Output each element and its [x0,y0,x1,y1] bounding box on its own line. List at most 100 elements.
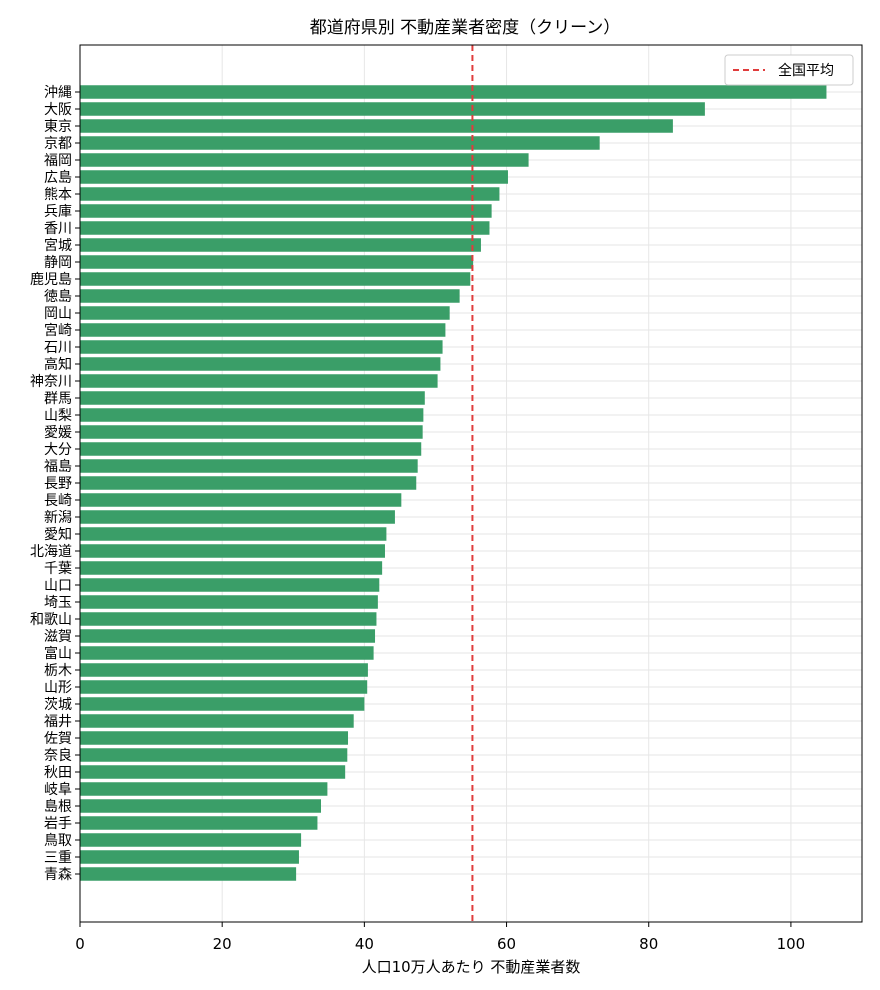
category-label: 和歌山 [30,612,72,628]
bar [80,833,302,847]
bar [80,799,321,813]
bar [80,850,299,864]
legend: 全国平均 [724,54,854,86]
x-tick-label: 20 [213,935,232,953]
bar [80,714,354,728]
bar [80,238,481,252]
bar [80,306,450,320]
category-label: 熊本 [44,187,72,203]
bar [80,255,474,269]
bar [80,357,441,371]
category-label: 北海道 [30,544,72,560]
bar [80,663,368,677]
bar [80,697,365,711]
category-label: 三重 [44,850,72,866]
bar [80,731,349,745]
category-label: 鹿児島 [30,271,72,288]
category-label: 宮城 [44,238,72,254]
bar [80,136,600,150]
category-label: 山形 [44,680,72,696]
bar [80,561,383,575]
bar [80,153,529,167]
bar [80,493,402,507]
category-label: 新潟 [44,510,72,526]
x-tick-label: 60 [497,935,516,953]
bar [80,748,348,762]
bar [80,476,417,490]
category-label: 長崎 [44,493,72,509]
category-label: 富山 [44,645,72,662]
bar [80,612,377,626]
category-label: 岐阜 [44,781,72,798]
plot-frame [79,44,863,923]
legend-box [724,54,854,86]
category-label: 兵庫 [44,203,72,220]
category-label: 長野 [44,476,72,492]
category-label: 石川 [44,340,72,356]
category-label: 高知 [44,356,72,373]
bar [80,85,827,99]
category-label: 島根 [44,799,72,815]
bar [80,221,490,235]
bar [80,425,423,439]
category-label: 福島 [44,459,72,475]
category-label: 岩手 [44,816,72,832]
bar [80,595,378,609]
category-label: 京都 [44,136,72,152]
bar [80,408,424,422]
category-label: 鳥取 [44,833,72,849]
category-label: 神奈川 [30,374,72,390]
x-tick-labels: 0 20 40 60 80 100 [75,922,805,953]
category-label: 福井 [44,714,72,730]
bar [80,816,318,830]
category-label: 大阪 [44,102,72,118]
bar [80,544,385,558]
x-tick-label: 100 [777,935,806,953]
category-label: 群馬 [44,391,72,407]
bar [80,646,374,660]
category-label: 香川 [44,221,72,237]
bar [80,119,673,133]
category-label: 青森 [44,867,72,883]
bar [80,510,395,524]
category-label: 広島 [44,170,72,186]
category-label: 奈良 [44,748,72,764]
x-tick-label: 80 [639,935,658,953]
category-label: 静岡 [44,255,72,271]
bar [80,629,376,643]
x-axis-label: 人口10万人あたり 不動産業者数 [362,958,581,976]
category-label: 山口 [44,578,72,594]
bar [80,867,297,881]
bar [80,272,471,286]
x-tick-label: 40 [355,935,374,953]
category-label: 佐賀 [44,731,72,747]
category-label: 東京 [44,119,72,135]
bar [80,102,705,116]
bar [80,527,387,541]
bar [80,765,346,779]
category-label: 岡山 [44,306,72,322]
bar [80,323,446,337]
bar [80,340,443,354]
chart-title: 都道府県別 不動産業者密度（クリーン） [310,18,621,38]
bar [80,459,418,473]
bar [80,391,425,405]
category-labels: 沖縄大阪東京京都福岡広島熊本兵庫香川宮城静岡鹿児島徳島岡山宮崎石川高知神奈川群馬… [30,85,80,883]
bar [80,187,500,201]
bar [80,782,328,796]
category-label: 宮崎 [44,323,72,339]
category-label: 愛媛 [44,425,72,441]
bars [80,85,827,881]
category-label: 千葉 [44,561,72,577]
bar [80,289,460,303]
category-label: 秋田 [44,765,72,781]
bar [80,442,422,456]
category-label: 山梨 [44,408,72,424]
category-label: 沖縄 [44,85,72,101]
category-label: 茨城 [44,697,72,713]
bar [80,680,368,694]
legend-label: 全国平均 [778,62,834,79]
category-label: 徳島 [44,289,72,305]
category-label: 大分 [44,442,72,458]
